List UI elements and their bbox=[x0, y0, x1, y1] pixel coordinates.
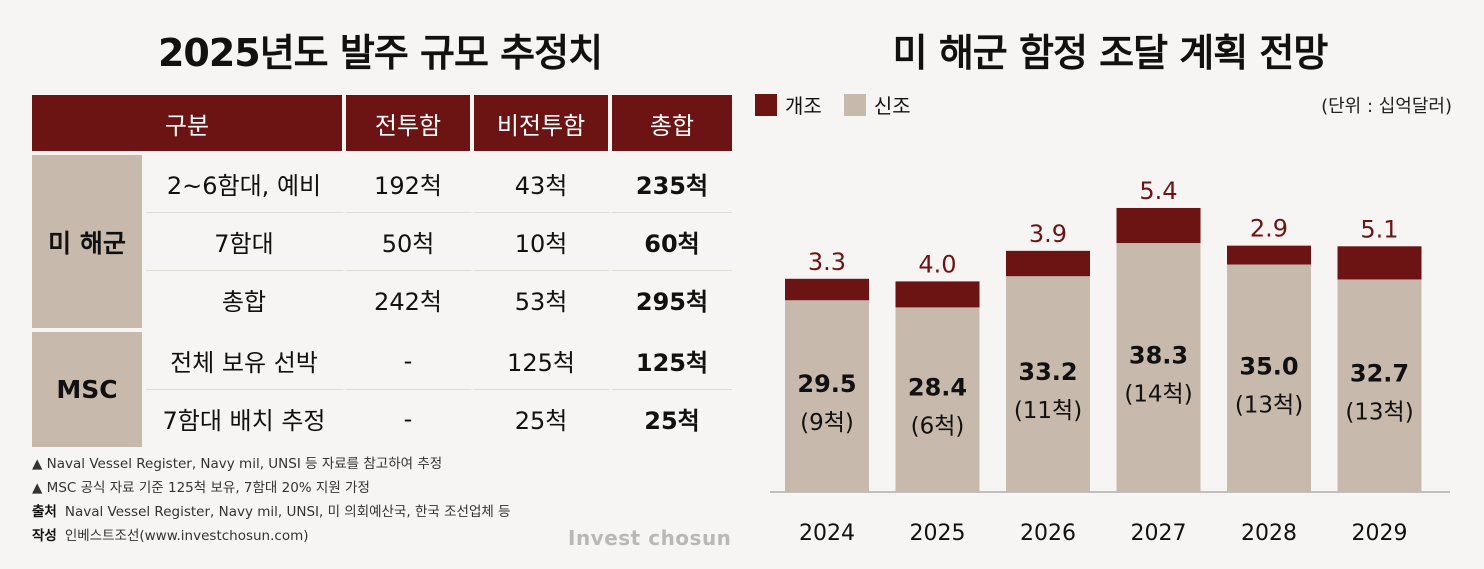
bar-retrofit bbox=[1006, 250, 1090, 277]
cell-total: 25척 bbox=[612, 389, 732, 447]
legend-swatch-retrofit bbox=[755, 93, 777, 116]
bar-sublabel-ships: (13척) bbox=[1345, 400, 1413, 426]
bar-value-retrofit: 5.1 bbox=[1360, 215, 1398, 243]
bar-value-retrofit: 3.3 bbox=[808, 248, 846, 276]
cell-noncombat: 53척 bbox=[474, 270, 612, 328]
x-tick-label: 2029 bbox=[1352, 521, 1408, 546]
bar-retrofit bbox=[1337, 246, 1422, 280]
group-label-msc: MSC bbox=[32, 328, 146, 447]
bar-retrofit bbox=[1227, 245, 1311, 265]
bar-value-retrofit: 4.0 bbox=[918, 250, 956, 278]
legend-label-newbuild: 신조 bbox=[873, 94, 911, 118]
chart-title: 미 해군 함정 조달 계획 전망 bbox=[892, 31, 1329, 75]
order-estimate-table: 구분 전투함 비전투함 총합 미 해군 2~6함대, 예비 192척 43척 2… bbox=[32, 95, 732, 447]
header-category: 구분 bbox=[32, 95, 346, 151]
table-header-row: 구분 전투함 비전투함 총합 bbox=[32, 95, 732, 151]
x-tick-label: 2028 bbox=[1241, 521, 1297, 546]
unit-label: (단위 : 십억달러) bbox=[1321, 96, 1452, 117]
bar-value-newbuild: 33.2 bbox=[1018, 358, 1077, 386]
footnotes: ▲ Naval Vessel Register, Navy mil, UNSI … bbox=[32, 452, 732, 548]
bar-value-newbuild: 38.3 bbox=[1129, 342, 1188, 370]
brand-logo: Invest chosun bbox=[568, 526, 732, 550]
cell-noncombat: 25척 bbox=[474, 389, 612, 447]
cell-total: 295척 bbox=[612, 270, 732, 328]
bar-value-retrofit: 2.9 bbox=[1250, 215, 1288, 243]
author-line: 작성 인베스트조선(www.investchosun.com) bbox=[32, 524, 732, 548]
bar-retrofit bbox=[895, 281, 980, 308]
cell-combat: 192척 bbox=[346, 151, 474, 212]
bar-value-newbuild: 32.7 bbox=[1350, 360, 1409, 388]
note-1: ▲ Naval Vessel Register, Navy mil, UNSI … bbox=[32, 456, 443, 472]
bar-retrofit bbox=[1116, 207, 1201, 244]
cell-total: 125척 bbox=[612, 328, 732, 389]
row-label: 7함대 배치 추정 bbox=[146, 389, 346, 447]
bar-newbuild bbox=[895, 307, 980, 492]
legend-label-retrofit: 개조 bbox=[785, 94, 822, 118]
source-text: Naval Vessel Register, Navy mil, UNSI, 미… bbox=[64, 504, 511, 520]
x-tick-label: 2027 bbox=[1131, 521, 1187, 546]
bar-value-newbuild: 35.0 bbox=[1239, 352, 1298, 380]
bar-value-retrofit: 5.4 bbox=[1139, 177, 1177, 205]
bar-newbuild bbox=[1227, 264, 1311, 492]
note-2: ▲ MSC 공식 자료 기준 125척 보유, 7함대 20% 지원 가정 bbox=[32, 480, 370, 496]
row-label: 7함대 bbox=[146, 212, 346, 270]
x-tick-label: 2025 bbox=[910, 521, 966, 546]
bar-sublabel-ships: (6척) bbox=[911, 414, 965, 440]
bar-sublabel-ships: (13척) bbox=[1235, 392, 1303, 418]
cell-noncombat: 43척 bbox=[474, 151, 612, 212]
header-total: 총합 bbox=[612, 95, 732, 151]
cell-noncombat: 125척 bbox=[474, 328, 612, 389]
table-row: 7함대 50척 10척 60척 bbox=[32, 212, 732, 270]
legend-swatch-newbuild bbox=[843, 93, 866, 116]
cell-combat: - bbox=[346, 389, 474, 447]
table-row: 미 해군 2~6함대, 예비 192척 43척 235척 bbox=[32, 151, 732, 328]
bar-sublabel-ships: (11척) bbox=[1014, 398, 1082, 424]
bar-value-retrofit: 3.9 bbox=[1029, 220, 1067, 248]
procurement-chart: 29.5 (9척) 3.3 2024 28.4 (6척) 4.0 2025 33.2 (11척) 3… bbox=[770, 177, 1450, 546]
table-row: 7함대 배치 추정 - 25척 25척 bbox=[32, 389, 732, 447]
bar-newbuild bbox=[785, 300, 869, 492]
bar-retrofit bbox=[785, 278, 869, 301]
cell-combat: - bbox=[346, 328, 474, 389]
cell-total: 235척 bbox=[612, 151, 732, 212]
header-combat: 전투함 bbox=[346, 95, 474, 151]
row-label: 전체 보유 선박 bbox=[146, 328, 346, 389]
source-label: 출처 bbox=[32, 504, 57, 520]
table-row: 총합 242척 53척 295척 bbox=[32, 270, 732, 328]
bar-newbuild bbox=[1337, 279, 1422, 492]
chart-legend: 개조 신조 bbox=[755, 90, 911, 119]
bar-newbuild bbox=[1116, 243, 1201, 492]
bar-newbuild bbox=[1006, 276, 1090, 492]
author-text: 인베스트조선(www.investchosun.com) bbox=[64, 528, 309, 544]
bar-value-newbuild: 28.4 bbox=[908, 374, 967, 402]
cell-combat: 242척 bbox=[346, 270, 474, 328]
group-label-navy: 미 해군 bbox=[32, 151, 146, 328]
x-tick-label: 2024 bbox=[799, 521, 855, 546]
bar-sublabel-ships: (9척) bbox=[800, 410, 854, 436]
bar-value-newbuild: 29.5 bbox=[797, 370, 856, 398]
cell-total: 60척 bbox=[612, 212, 732, 270]
row-label: 2~6함대, 예비 bbox=[146, 151, 346, 212]
author-label: 작성 bbox=[32, 528, 57, 544]
row-label: 총합 bbox=[146, 270, 346, 328]
source-line: 출처 Naval Vessel Register, Navy mil, UNSI,… bbox=[32, 500, 732, 524]
cell-combat: 50척 bbox=[346, 212, 474, 270]
table-row: MSC 전체 보유 선박 - 125척 125척 bbox=[32, 328, 732, 447]
cell-noncombat: 10척 bbox=[474, 212, 612, 270]
bar-sublabel-ships: (14척) bbox=[1124, 382, 1192, 408]
x-tick-label: 2026 bbox=[1020, 521, 1076, 546]
header-noncombat: 비전투함 bbox=[474, 95, 612, 151]
table-title: 2025년도 발주 규모 추정치 bbox=[157, 31, 603, 75]
